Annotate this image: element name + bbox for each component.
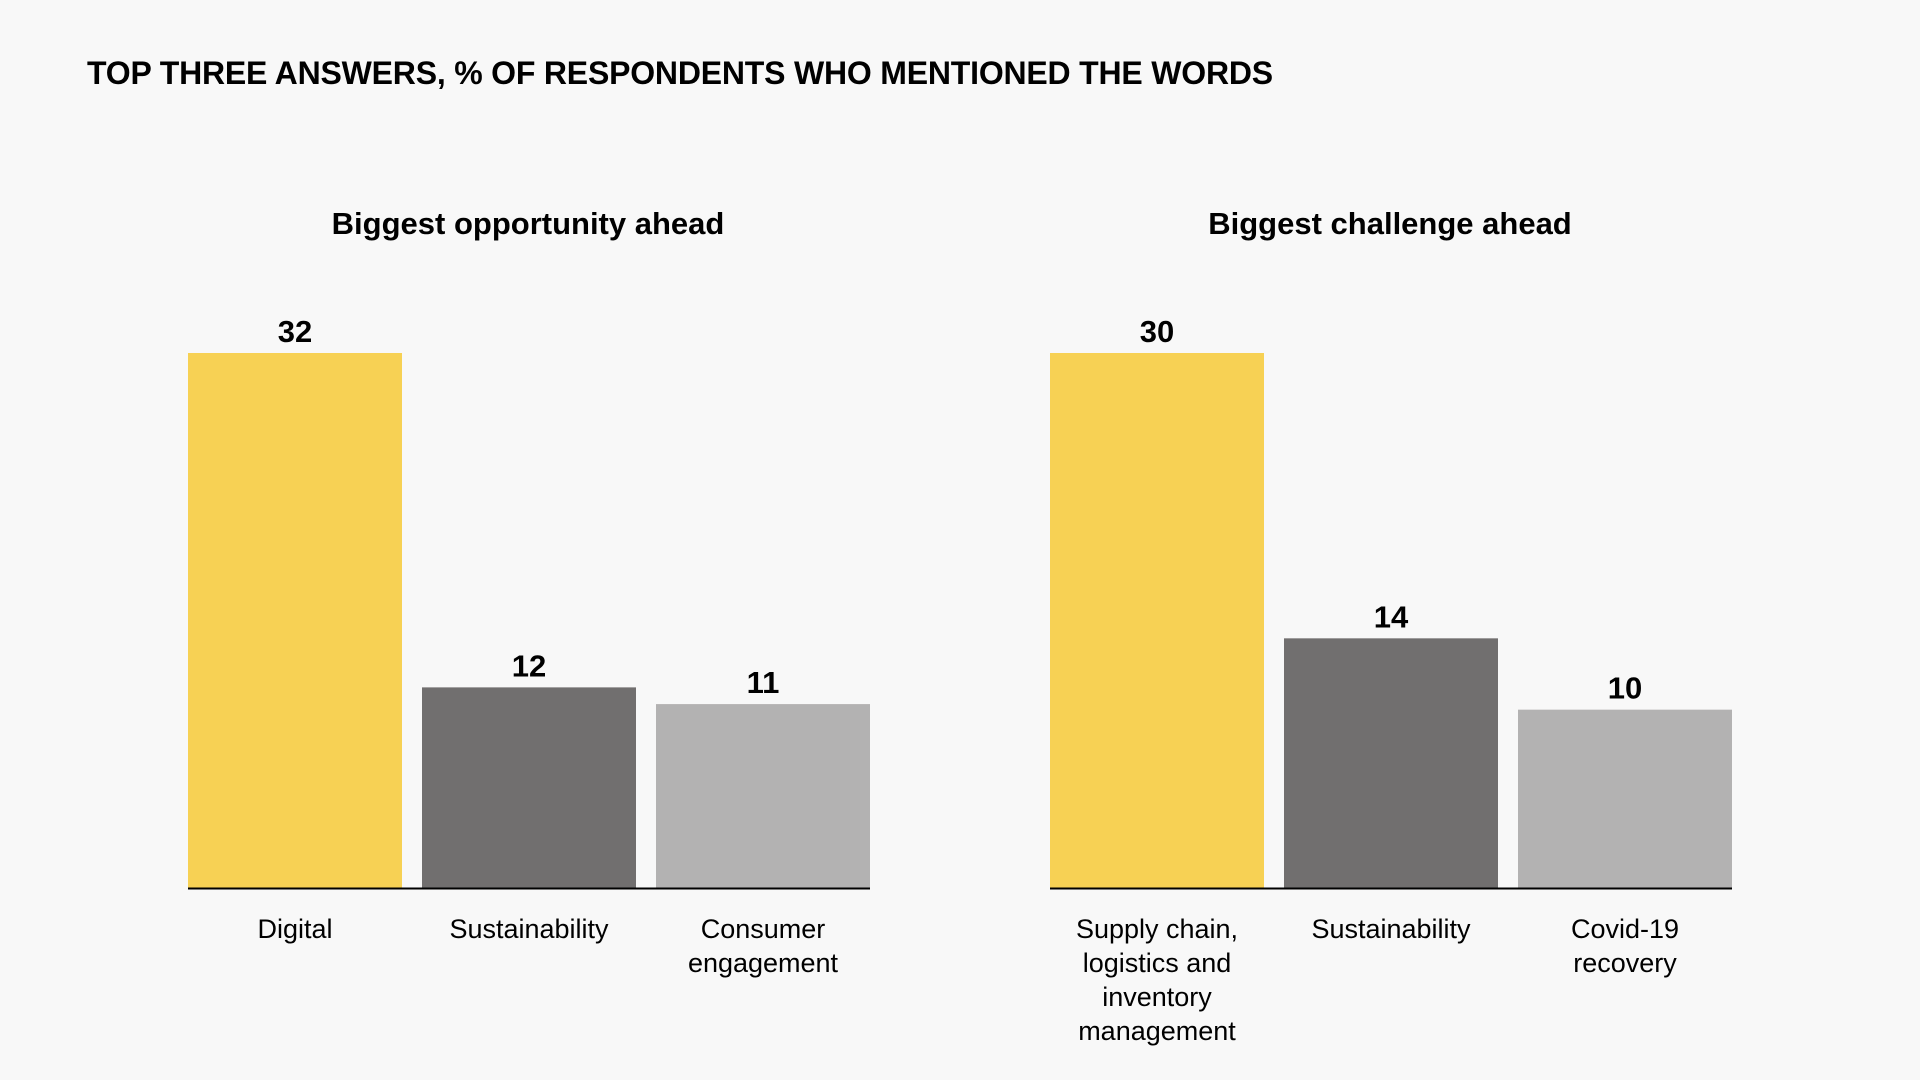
bar-2 — [422, 687, 636, 888]
category-label-line: inventory — [1102, 982, 1212, 1012]
bar-3 — [1518, 709, 1732, 888]
category-label: Supply chain, logistics and inventory manag… — [1076, 914, 1238, 1046]
bar-1 — [1050, 353, 1264, 888]
category-label: Consumer engagement — [688, 914, 839, 978]
category-label-line: Consumer — [701, 914, 826, 944]
category-label: Digital — [257, 914, 332, 944]
chart-title: Biggest challenge ahead — [1208, 206, 1572, 241]
category-label-line: Digital — [257, 914, 332, 944]
category-label: Sustainability — [449, 914, 609, 944]
category-label-line: Covid-19 — [1571, 914, 1679, 944]
bar-2 — [1284, 638, 1498, 888]
chart-2: Biggest challenge ahead 30 Supply chain, lo… — [1050, 206, 1732, 1046]
category-label-line: Supply chain, — [1076, 914, 1238, 944]
category-label: Covid-19 recovery — [1571, 914, 1679, 978]
chart-title: Biggest opportunity ahead — [332, 206, 725, 241]
data-label: 10 — [1608, 671, 1642, 706]
category-label-line: Sustainability — [449, 914, 609, 944]
chart-1: Biggest opportunity ahead 32 Digital 12 Sust… — [188, 206, 870, 978]
bar-1 — [188, 353, 402, 888]
data-label: 11 — [747, 665, 780, 700]
data-label: 14 — [1374, 599, 1409, 634]
data-label: 30 — [1140, 314, 1174, 349]
data-label: 12 — [512, 648, 546, 683]
bar-3 — [656, 704, 870, 888]
category-label-line: recovery — [1573, 948, 1677, 978]
category-label-line: logistics and — [1083, 948, 1232, 978]
category-label-line: engagement — [688, 948, 839, 978]
chart-main-title: TOP THREE ANSWERS, % OF RESPONDENTS WHO … — [87, 55, 1273, 91]
data-label: 32 — [278, 314, 312, 349]
category-label-line: management — [1078, 1016, 1236, 1046]
category-label: Sustainability — [1311, 914, 1471, 944]
category-label-line: Sustainability — [1311, 914, 1471, 944]
